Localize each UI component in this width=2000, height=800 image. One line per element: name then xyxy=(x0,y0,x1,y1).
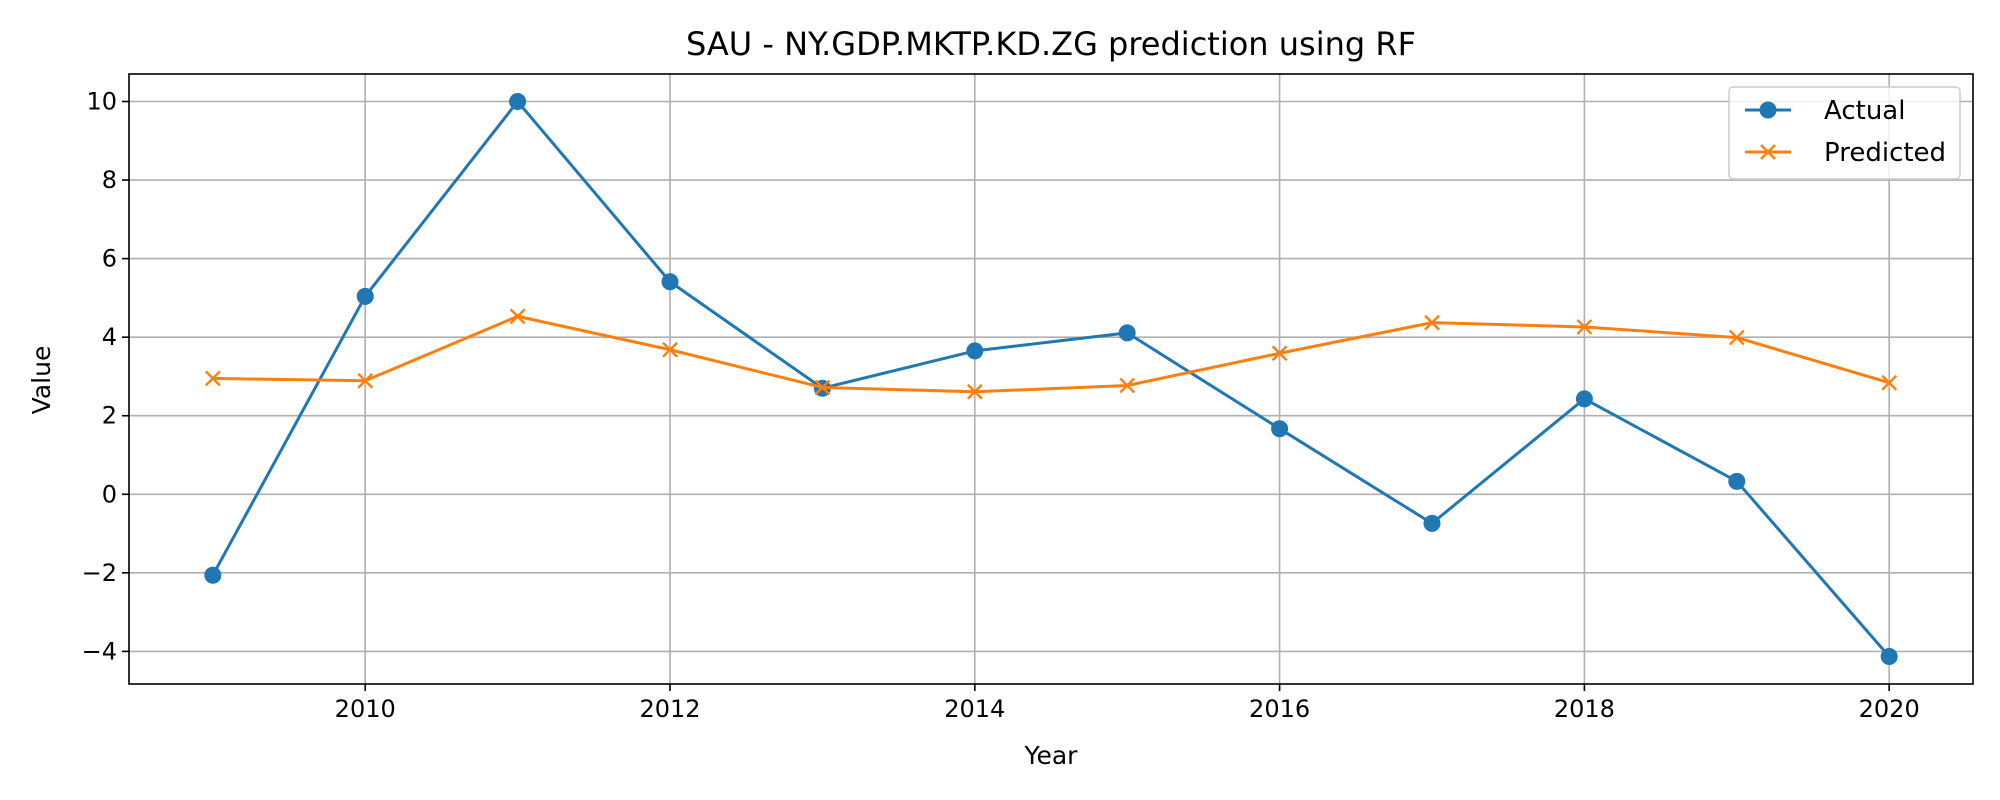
legend-label: Predicted xyxy=(1824,138,1946,168)
data-point xyxy=(1880,648,1898,666)
data-point xyxy=(1423,514,1441,532)
y-tick-label: 0 xyxy=(102,480,117,508)
y-tick-label: 2 xyxy=(102,402,117,430)
data-point xyxy=(204,370,221,387)
y-tick-label: 8 xyxy=(102,166,117,194)
legend-entry: Actual xyxy=(1745,96,1905,126)
data-point xyxy=(966,342,984,360)
x-axis-label: Year xyxy=(1024,741,1079,770)
data-point xyxy=(1728,472,1746,490)
data-point xyxy=(814,379,831,396)
series-predicted xyxy=(204,308,1898,400)
data-point xyxy=(357,372,374,389)
y-tick-label: 10 xyxy=(86,87,117,115)
data-point xyxy=(966,383,983,400)
y-axis-label: Value xyxy=(27,346,56,415)
data-point xyxy=(1576,319,1593,335)
y-tick-label: 4 xyxy=(102,323,117,351)
data-point xyxy=(509,92,527,110)
y-tick-label: 6 xyxy=(102,245,117,273)
x-tick-label: 2020 xyxy=(1859,695,1920,723)
plot-series xyxy=(204,92,1898,666)
legend-entry: Predicted xyxy=(1745,138,1946,168)
series-line xyxy=(211,100,1891,658)
data-point xyxy=(1881,374,1898,391)
data-point xyxy=(204,566,222,584)
legend-marker xyxy=(1760,144,1776,160)
x-tick-label: 2014 xyxy=(944,695,1005,723)
data-point xyxy=(661,273,679,291)
x-axis: 2010 2012 2014 2016 2018 2020 xyxy=(335,684,1920,723)
data-point xyxy=(1728,329,1745,346)
legend: Actual Predicted xyxy=(1728,86,1961,180)
y-axis: −4 −2 0 2 4 6 8 10 xyxy=(82,87,129,665)
data-point xyxy=(1575,390,1593,408)
legend-label: Actual xyxy=(1824,96,1905,126)
x-tick-label: 2010 xyxy=(335,695,396,723)
data-point xyxy=(662,341,678,358)
x-tick-label: 2012 xyxy=(639,695,700,723)
series-line xyxy=(212,314,1890,394)
x-tick-label: 2016 xyxy=(1249,695,1310,723)
y-tick-label: −2 xyxy=(82,559,117,587)
chart-title: SAU - NY.GDP.MKTP.KD.ZG prediction using… xyxy=(686,25,1416,63)
plot-frame xyxy=(128,73,1974,685)
x-tick-label: 2018 xyxy=(1554,695,1615,723)
data-point xyxy=(356,287,374,305)
data-point xyxy=(509,308,526,325)
data-point xyxy=(1271,345,1288,362)
data-point xyxy=(1118,324,1136,342)
grid xyxy=(129,74,1973,684)
data-point xyxy=(1271,420,1289,438)
y-tick-label: −4 xyxy=(82,637,117,665)
series-actual xyxy=(204,92,1898,666)
legend-marker xyxy=(1759,101,1777,119)
data-point xyxy=(1424,314,1440,331)
data-point xyxy=(1119,377,1136,394)
